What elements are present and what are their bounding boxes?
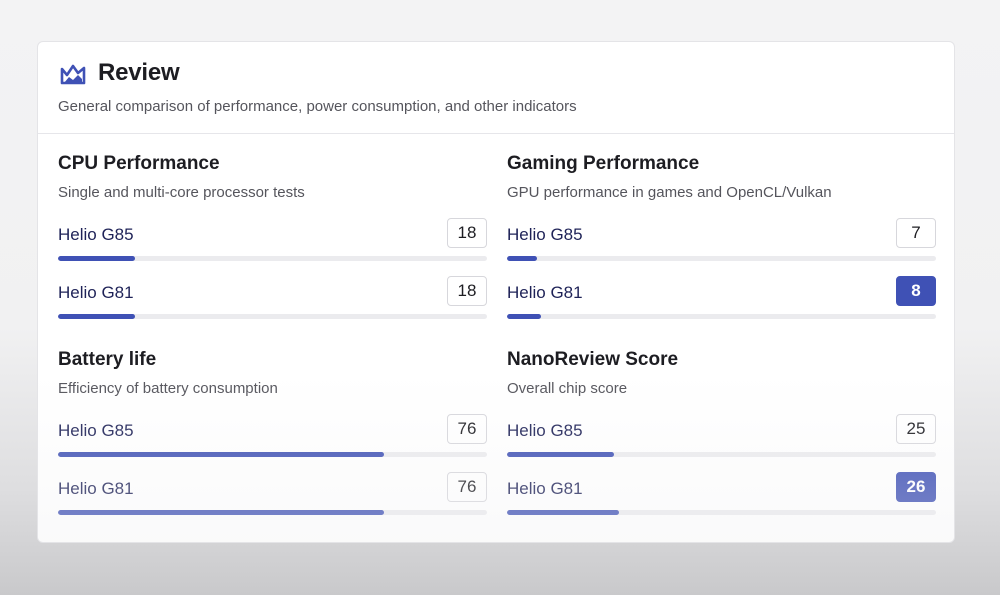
score-bar-fill xyxy=(58,510,385,515)
page-title: Review xyxy=(98,59,180,86)
comparison-row: Helio G85 76 xyxy=(58,414,487,460)
chip-link-helio-g85[interactable]: Helio G85 xyxy=(58,421,134,440)
section-subtitle: Single and multi-core processor tests xyxy=(58,184,305,201)
section-subtitle: Overall chip score xyxy=(507,380,628,397)
section-title: Gaming Performance xyxy=(507,153,700,174)
comparison-row: Helio G81 8 xyxy=(507,276,936,322)
score-bar-fill xyxy=(507,452,615,457)
score-badge: 18 xyxy=(447,218,487,248)
chip-link-helio-g81[interactable]: Helio G81 xyxy=(58,479,134,498)
mountain-chart-icon xyxy=(60,64,86,85)
chip-link-helio-g85[interactable]: Helio G85 xyxy=(507,225,583,244)
chip-link-helio-g81[interactable]: Helio G81 xyxy=(507,283,583,302)
section-subtitle: Efficiency of battery consumption xyxy=(58,380,278,397)
comparison-row: Helio G85 18 xyxy=(58,218,487,264)
score-bar-track xyxy=(507,314,936,319)
score-bar-fill xyxy=(58,256,136,261)
comparison-row: Helio G81 18 xyxy=(58,276,487,322)
score-badge: 8 xyxy=(896,276,936,306)
score-badge: 26 xyxy=(896,472,936,502)
section-title: Battery life xyxy=(58,349,157,370)
score-badge: 18 xyxy=(447,276,487,306)
section-subtitle: GPU performance in games and OpenCL/Vulk… xyxy=(507,184,832,201)
chip-link-helio-g85[interactable]: Helio G85 xyxy=(507,421,583,440)
review-header: Review General comparison of performance… xyxy=(38,42,954,134)
chip-link-helio-g81[interactable]: Helio G81 xyxy=(58,283,134,302)
comparison-row: Helio G85 7 xyxy=(507,218,936,264)
chip-link-helio-g85[interactable]: Helio G85 xyxy=(58,225,134,244)
score-badge: 76 xyxy=(447,472,487,502)
score-bar-fill xyxy=(58,314,136,319)
score-badge: 25 xyxy=(896,414,936,444)
score-bar-fill xyxy=(58,452,385,457)
page-subtitle: General comparison of performance, power… xyxy=(58,98,577,115)
score-bar-fill xyxy=(507,510,619,515)
score-bar-track xyxy=(58,510,487,515)
score-bar-track xyxy=(507,452,936,457)
chip-link-helio-g81[interactable]: Helio G81 xyxy=(507,479,583,498)
score-bar-fill xyxy=(507,256,538,261)
section-title: CPU Performance xyxy=(58,153,220,174)
score-bar-fill xyxy=(507,314,542,319)
score-bar-track xyxy=(58,314,487,319)
review-card: Review General comparison of performance… xyxy=(37,41,955,543)
comparison-row: Helio G81 26 xyxy=(507,472,936,518)
score-bar-track xyxy=(58,256,487,261)
comparison-row: Helio G85 25 xyxy=(507,414,936,460)
score-badge: 7 xyxy=(896,218,936,248)
score-badge: 76 xyxy=(447,414,487,444)
score-bar-track xyxy=(58,452,487,457)
score-bar-track xyxy=(507,256,936,261)
comparison-row: Helio G81 76 xyxy=(58,472,487,518)
score-bar-track xyxy=(507,510,936,515)
section-title: NanoReview Score xyxy=(507,349,679,370)
